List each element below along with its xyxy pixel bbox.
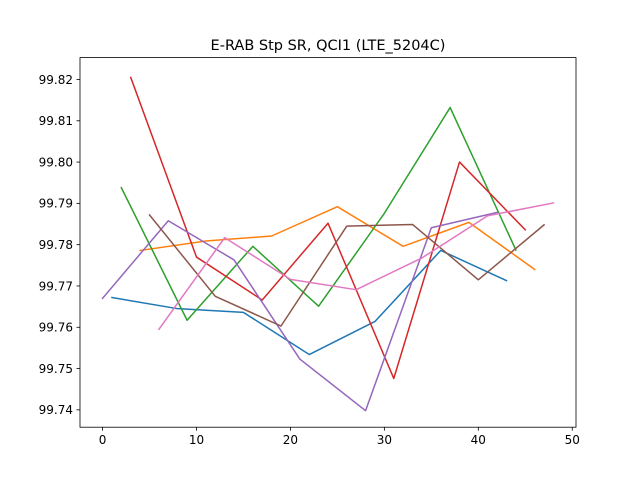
- x-tick-label: 0: [99, 433, 107, 447]
- y-axis: 99.74 99.75 99.76 99.77 99.78 99.79 99.80 99.81…: [39, 73, 80, 417]
- chart-title: E-RAB Stp SR, QCI1 (LTE_5204C): [211, 38, 446, 54]
- x-tick-label: 10: [189, 433, 204, 447]
- series-line-1: [111, 249, 508, 356]
- series-line-7: [157, 202, 555, 331]
- x-tick-label: 20: [283, 433, 298, 447]
- y-tick-label: 99.79: [39, 197, 73, 211]
- y-tick-label: 99.74: [39, 403, 73, 417]
- series-layer: [101, 76, 555, 412]
- x-axis: 0 10 20 30 40 50: [99, 427, 580, 447]
- y-tick-label: 99.82: [39, 73, 73, 87]
- y-tick-label: 99.78: [39, 238, 73, 252]
- y-tick-label: 99.80: [39, 155, 73, 169]
- series-line-2: [139, 205, 536, 271]
- x-tick-label: 50: [565, 433, 580, 447]
- series-line-5: [101, 211, 498, 412]
- x-tick-label: 30: [377, 433, 392, 447]
- y-tick-label: 99.77: [39, 279, 73, 293]
- x-tick-label: 40: [471, 433, 486, 447]
- series-line-3: [120, 106, 517, 321]
- y-tick-label: 99.81: [39, 114, 73, 128]
- y-tick-label: 99.75: [39, 362, 73, 376]
- series-line-6: [148, 213, 546, 327]
- plot-frame: [79, 57, 577, 428]
- series-line-4: [129, 76, 527, 380]
- y-tick-label: 99.76: [39, 321, 73, 335]
